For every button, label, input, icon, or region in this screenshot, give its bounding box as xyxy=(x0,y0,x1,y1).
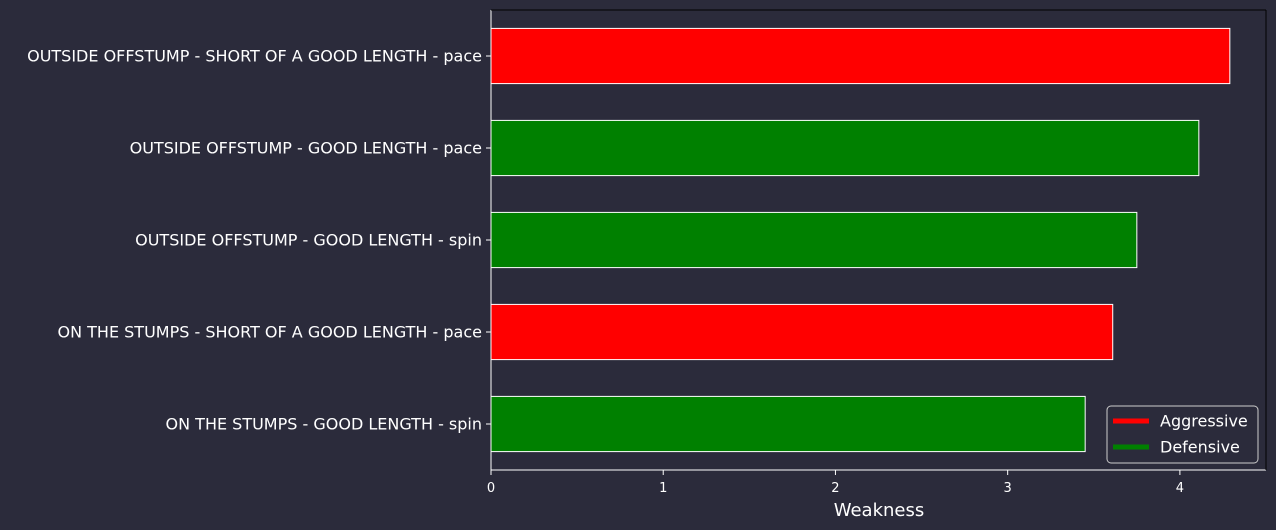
legend: Aggressive Defensive xyxy=(1106,405,1259,464)
bar-3 xyxy=(490,211,1138,269)
y-tick-label: OUTSIDE OFFSTUMP - GOOD LENGTH - pace xyxy=(130,139,482,158)
legend-label-defensive: Defensive xyxy=(1160,438,1240,457)
x-axis-label: Weakness xyxy=(834,500,925,521)
y-tick-label: OUTSIDE OFFSTUMP - SHORT OF A GOOD LENGT… xyxy=(27,47,482,66)
legend-label-aggressive: Aggressive xyxy=(1160,412,1248,431)
bar-1 xyxy=(490,27,1231,85)
bar-2 xyxy=(490,119,1200,177)
labels-layer: OUTSIDE OFFSTUMP - SHORT OF A GOOD LENGT… xyxy=(27,47,1184,497)
bar-5 xyxy=(490,395,1086,453)
y-tick-label: ON THE STUMPS - SHORT OF A GOOD LENGTH -… xyxy=(57,323,482,342)
bar-4 xyxy=(490,303,1114,361)
y-tick-label: OUTSIDE OFFSTUMP - GOOD LENGTH - spin xyxy=(135,231,482,250)
x-tick-label: 4 xyxy=(1176,481,1184,496)
y-tick-label: ON THE STUMPS - GOOD LENGTH - spin xyxy=(166,415,482,434)
x-tick-label: 0 xyxy=(487,481,495,496)
x-tick-label: 2 xyxy=(831,481,839,496)
x-tick-label: 1 xyxy=(659,481,667,496)
bars-layer xyxy=(490,27,1231,453)
x-tick-label: 3 xyxy=(1004,481,1012,496)
axes-layer xyxy=(486,9,1267,475)
